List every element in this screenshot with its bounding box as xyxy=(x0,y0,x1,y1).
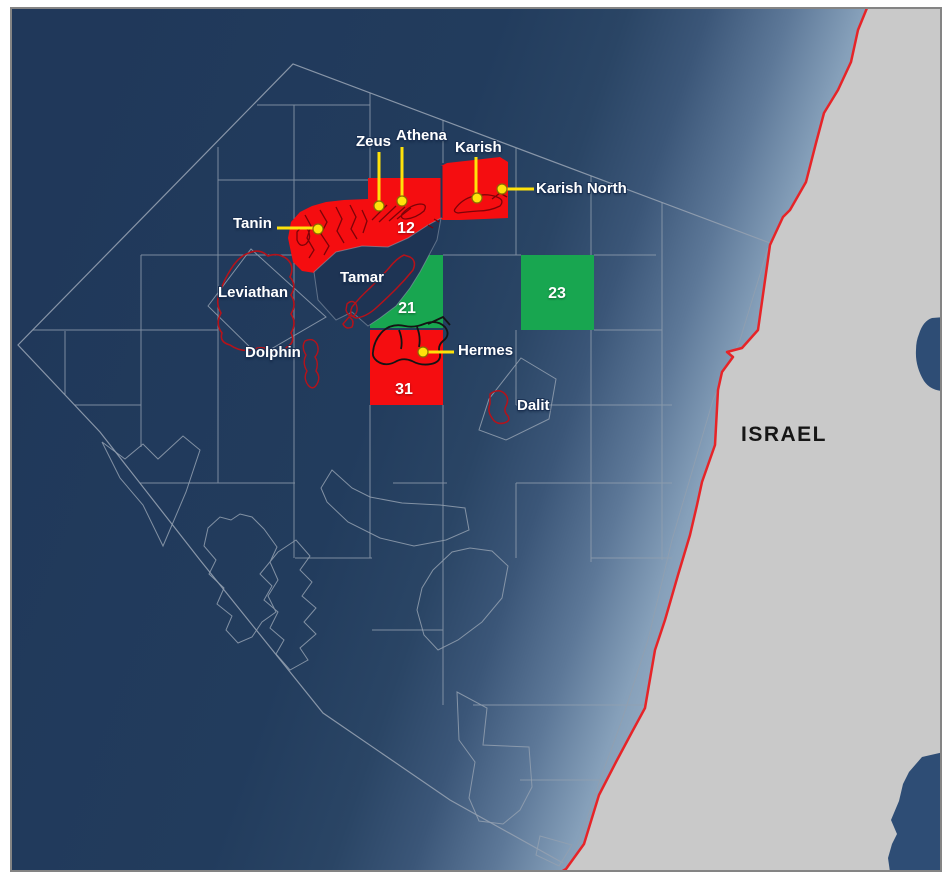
hermes-label: Hermes xyxy=(458,342,514,359)
karish-well-dot xyxy=(471,192,483,204)
coastline xyxy=(561,9,868,870)
grid-lines xyxy=(33,93,672,781)
map-frame-interior xyxy=(12,9,940,870)
tamar-label: Tamar xyxy=(340,269,384,286)
leviathan-label: Leviathan xyxy=(218,284,289,301)
hermes-field-outline xyxy=(371,315,451,366)
leviathan-block-diamond xyxy=(207,248,327,357)
athena-well-dot xyxy=(396,195,408,207)
tamar-southwest-field-blob xyxy=(345,300,358,317)
zeus-well-dot xyxy=(373,200,385,212)
callout-dots xyxy=(312,183,508,358)
callout-lines xyxy=(277,147,534,354)
map-frame-border xyxy=(10,7,942,872)
license-block-jagged-west xyxy=(203,513,279,644)
tamar-field-outline xyxy=(342,254,416,329)
dolphin-label: Dolphin xyxy=(245,344,301,361)
tanin-label: Tanin xyxy=(233,215,272,232)
dalit-field-outline xyxy=(488,390,510,425)
eez-boundary-line xyxy=(17,63,771,864)
tanin-well-dot xyxy=(312,223,324,235)
license-block-band xyxy=(320,469,470,547)
block-23-number: 23 xyxy=(548,285,566,302)
license-block-small-coastal xyxy=(535,835,573,867)
dead-sea-area xyxy=(888,752,940,870)
karish-north-label: Karish North xyxy=(536,180,627,197)
dalit-label: Dalit xyxy=(517,397,550,414)
block-23-green xyxy=(521,255,594,330)
license-block-hexagon-south xyxy=(416,547,509,651)
license-block-jagged-east xyxy=(259,539,317,671)
gas-field-outlines xyxy=(216,192,510,425)
block-21-number: 21 xyxy=(398,300,416,317)
israel-landmass xyxy=(564,9,940,870)
dalit-block-hexagon xyxy=(478,357,557,441)
north-license-area-red xyxy=(288,157,508,273)
zeus-athena-field-outline xyxy=(371,203,440,229)
license-block-stepped-south xyxy=(456,691,533,825)
leviathan-field-outline xyxy=(216,250,295,354)
southern-license-blocks xyxy=(101,248,573,867)
karish-label: Karish xyxy=(455,139,502,156)
zeus-label: Zeus xyxy=(356,133,392,150)
license-block-chevron xyxy=(101,435,201,548)
dolphin-field-outline xyxy=(302,338,320,389)
hermes-well-dot xyxy=(417,346,429,358)
athena-label: Athena xyxy=(396,127,447,144)
block-31-number: 31 xyxy=(395,381,413,398)
tanin-field-outline xyxy=(296,204,368,259)
block-12-number: 12 xyxy=(397,220,415,237)
block-31-red xyxy=(370,330,443,405)
tamar-block-polygon xyxy=(313,217,442,327)
israel-country-label: ISRAEL xyxy=(741,423,828,446)
karish-north-well-dot xyxy=(496,183,508,195)
sea-of-galilee-lake xyxy=(915,317,940,391)
